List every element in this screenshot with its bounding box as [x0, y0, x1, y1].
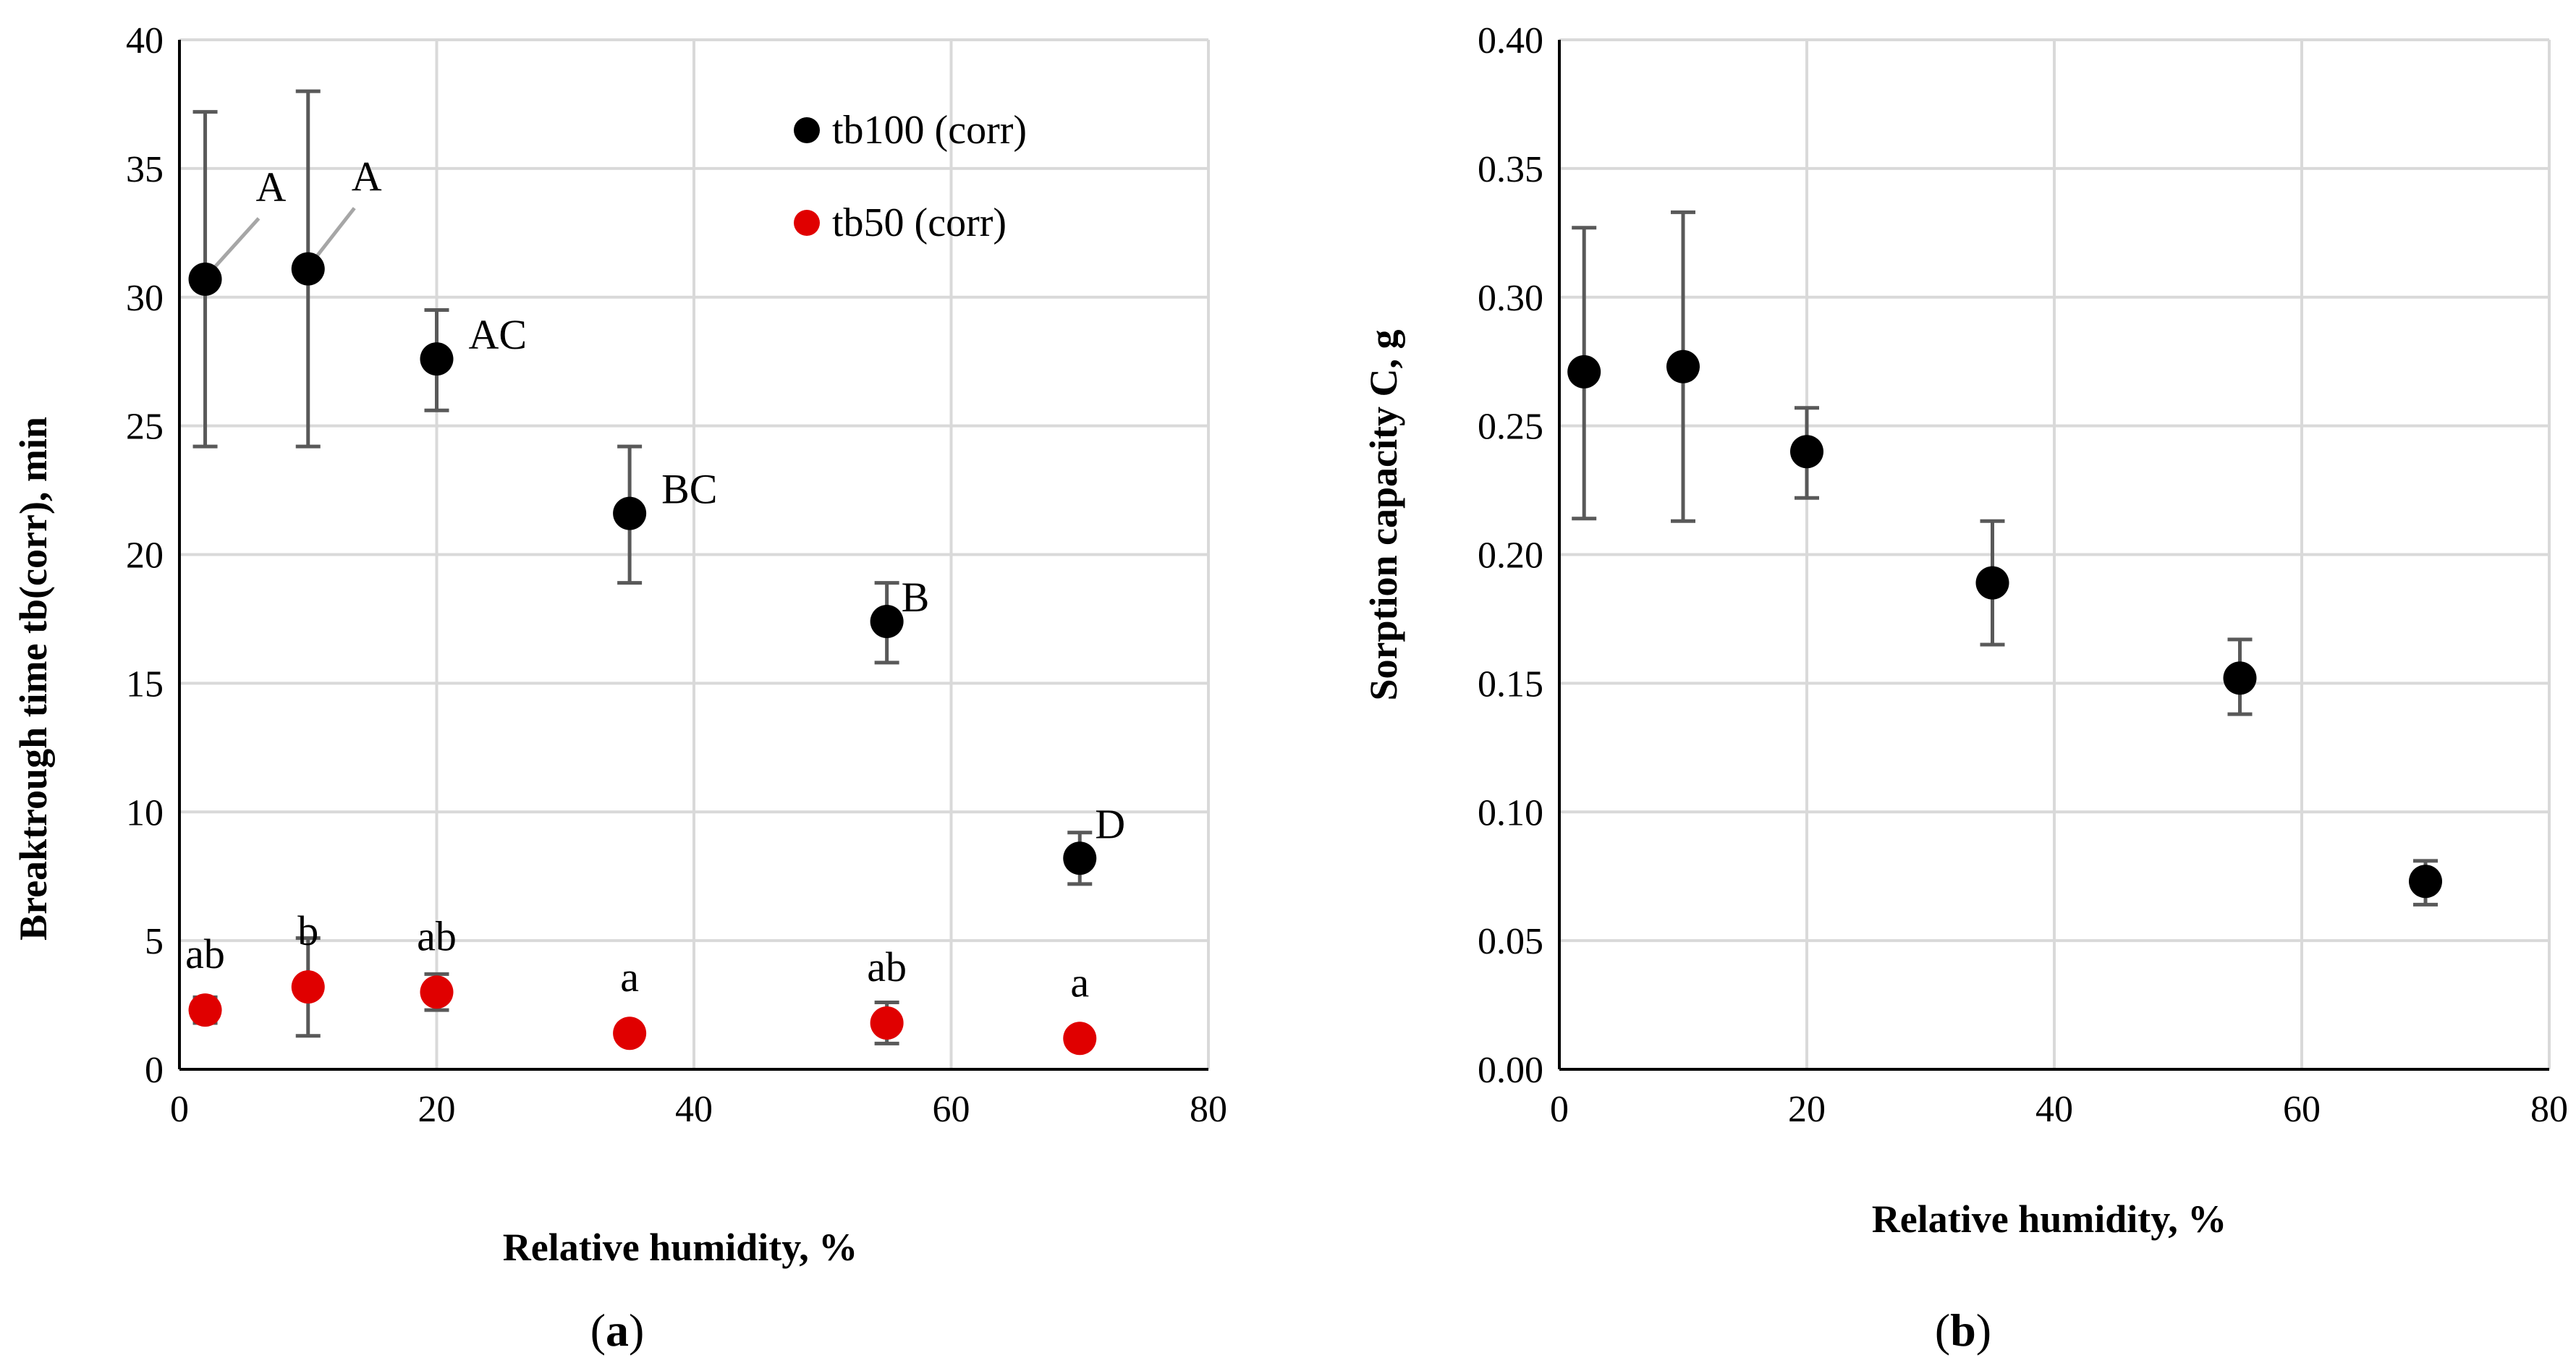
data-point-tb50-corr — [291, 970, 325, 1004]
data-point-tb100-corr — [613, 496, 647, 530]
legend-label-tb100: tb100 (corr) — [832, 108, 1027, 153]
data-label-tb100-corr: A — [352, 153, 382, 200]
x-tick-label: 60 — [933, 1089, 970, 1130]
data-point-tb50-corr — [613, 1016, 647, 1050]
y-tick-label: 10 — [126, 792, 164, 833]
chart-b-x-axis-title: Relative humidity, % — [1872, 1197, 2227, 1241]
x-tick-label: 60 — [2283, 1089, 2321, 1130]
y-tick-label: 20 — [126, 535, 164, 577]
chart-a-caption-letter: a — [606, 1304, 629, 1356]
data-label-tb50-corr: b — [297, 907, 318, 954]
data-label-tb50-corr: a — [1070, 959, 1089, 1006]
data-point-tb50-corr — [188, 993, 222, 1027]
y-tick-label: 0.05 — [1478, 921, 1543, 962]
chart-b-y-tick-labels: 0.00 0.05 0.10 0.15 0.20 0.25 0.30 0.35 0.40 — [1478, 20, 1543, 1091]
x-tick-label: 80 — [2530, 1089, 2568, 1130]
x-tick-label: 80 — [1190, 1089, 1227, 1130]
x-tick-label: 0 — [1550, 1089, 1569, 1130]
data-label-tb100-corr: B — [902, 574, 930, 621]
x-tick-label: 20 — [1788, 1089, 1826, 1130]
data-point-tb100-corr — [420, 342, 454, 376]
chart-a-gridlines — [179, 38, 1210, 1069]
data-label-tb50-corr: ab — [417, 912, 457, 959]
chart-b-caption-open: ( — [1935, 1304, 1950, 1356]
chart-a-x-tick-labels: 0 20 40 60 80 — [170, 1089, 1227, 1130]
chart-b-y-axis-title: Sorption capacity C, g — [1362, 330, 1405, 701]
data-point-tb50-corr — [870, 1006, 904, 1040]
chart-b-gridlines — [1559, 38, 2551, 1069]
data-point-c — [1975, 566, 2009, 600]
data-point-tb100-corr — [1063, 841, 1097, 875]
data-point-tb50-corr — [420, 975, 454, 1009]
chart-a-caption: (a) — [590, 1304, 645, 1356]
y-tick-label: 0.35 — [1478, 149, 1543, 190]
chart-a-axes — [178, 40, 1208, 1071]
chart-a-legend: tb100 (corr) tb50 (corr) — [794, 108, 1027, 245]
y-tick-label: 0.00 — [1478, 1050, 1543, 1091]
chart-b-caption-letter: b — [1950, 1304, 1976, 1356]
x-tick-label: 0 — [170, 1089, 189, 1130]
chart-b-caption: (b) — [1935, 1304, 1991, 1356]
legend-label-tb50: tb50 (corr) — [832, 200, 1007, 245]
chart-a-caption-close: ) — [629, 1304, 644, 1356]
x-tick-label: 20 — [418, 1089, 456, 1130]
y-tick-label: 0.20 — [1478, 535, 1543, 577]
data-point-tb50-corr — [1063, 1022, 1097, 1056]
data-point-c — [2223, 661, 2257, 695]
chart-a-data-points — [188, 252, 1097, 1056]
chart-b-data-points — [1567, 349, 2442, 899]
data-point-c — [2409, 865, 2442, 899]
y-tick-label: 0.25 — [1478, 407, 1543, 448]
y-tick-label: 35 — [126, 149, 164, 190]
legend-marker-tb50 — [794, 210, 820, 236]
chart-a-x-axis-title: Relative humidity, % — [503, 1226, 858, 1269]
x-tick-label: 40 — [675, 1089, 713, 1130]
y-tick-label: 15 — [126, 663, 164, 705]
data-point-tb100-corr — [188, 262, 222, 296]
chart-b-x-tick-labels: 0 20 40 60 80 — [1550, 1089, 2568, 1130]
y-tick-label: 0.40 — [1478, 20, 1543, 61]
data-label-tb100-corr: A — [256, 164, 287, 211]
data-label-tb50-corr: a — [620, 954, 639, 1001]
data-label-tb100-corr: BC — [661, 466, 717, 513]
data-label-tb50-corr: ab — [185, 930, 225, 977]
data-point-c — [1666, 349, 1700, 383]
y-tick-label: 0.10 — [1478, 792, 1543, 833]
data-label-tb50-corr: ab — [867, 943, 907, 990]
data-label-tb100-corr: D — [1095, 800, 1125, 847]
y-tick-label: 25 — [126, 407, 164, 448]
y-tick-label: 0.30 — [1478, 278, 1543, 319]
y-tick-label: 5 — [145, 921, 164, 962]
chart-a-data-labels: A A AC BC B Dab b ab a ab a — [185, 153, 1125, 1006]
chart-b-caption-close: ) — [1976, 1304, 1991, 1356]
y-tick-label: 0.15 — [1478, 663, 1543, 705]
chart-a-caption-open: ( — [590, 1304, 606, 1356]
chart-a: 0 5 10 15 20 25 30 35 40 0 20 40 60 80 A A AC BC B Dab b ab… — [12, 20, 1227, 1356]
chart-a-y-tick-labels: 0 5 10 15 20 25 30 35 40 — [126, 20, 164, 1091]
data-point-tb100-corr — [870, 604, 904, 638]
x-tick-label: 40 — [2035, 1089, 2073, 1130]
y-tick-label: 30 — [126, 278, 164, 319]
y-tick-label: 40 — [126, 20, 164, 61]
y-tick-label: 0 — [145, 1050, 164, 1091]
data-label-tb100-corr: AC — [469, 311, 528, 358]
chart-a-y-axis-title: Breaktrough time tb(corr), min — [12, 417, 55, 941]
legend-marker-tb100 — [794, 117, 820, 143]
data-point-tb100-corr — [291, 252, 325, 286]
chart-b-axes — [1558, 40, 2549, 1071]
chart-b: 0.00 0.05 0.10 0.15 0.20 0.25 0.30 0.35 0.40 0 20… — [1362, 20, 2568, 1356]
data-point-c — [1567, 355, 1601, 389]
data-point-c — [1790, 435, 1823, 469]
